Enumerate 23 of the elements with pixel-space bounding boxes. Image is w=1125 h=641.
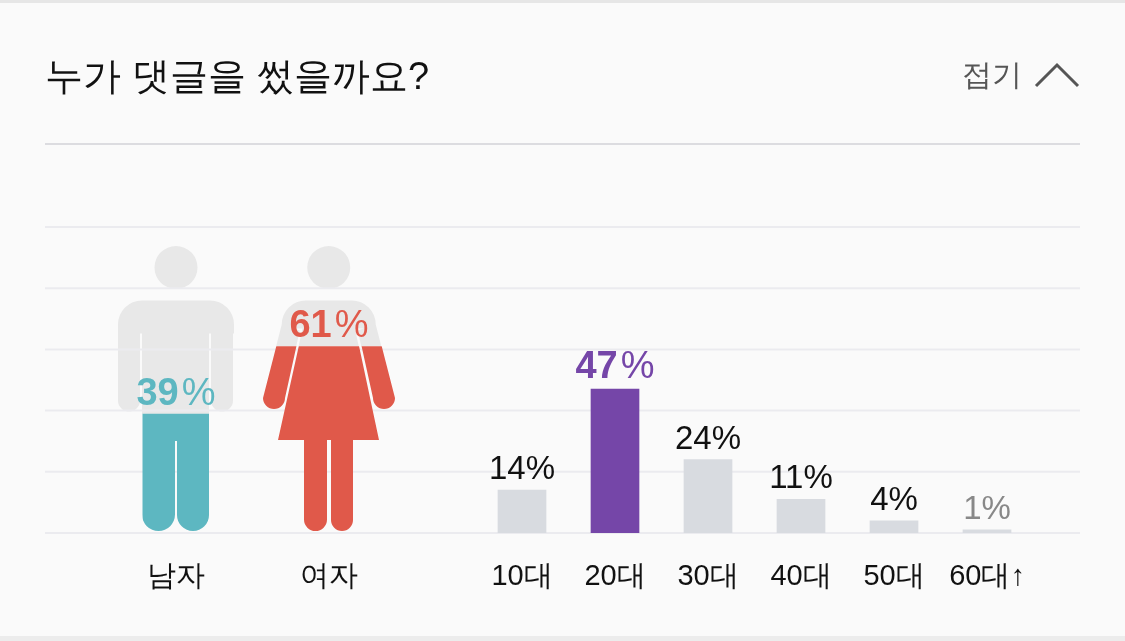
x-tick-label: 20대 (584, 559, 646, 592)
data-label: 24% (674, 418, 742, 456)
data-label: 39% (136, 370, 216, 413)
data-label: 14% (488, 449, 556, 487)
bar (590, 388, 640, 533)
x-tick-label: 60대↑ (949, 559, 1025, 592)
x-tick-label: 여자 (300, 559, 358, 592)
x-tick-label: 10대 (491, 559, 553, 592)
data-label: 4% (870, 479, 918, 517)
text: 접기 (962, 57, 1022, 93)
bar (497, 489, 547, 533)
bar (869, 520, 919, 533)
bar (776, 499, 826, 533)
x-tick-label: 30대 (677, 559, 739, 592)
x-tick-label: 50대 (863, 559, 925, 592)
x-tick-label: 남자 (147, 559, 205, 592)
data-label: 11% (769, 458, 833, 496)
chart-title: 누가 댓글을 썼을까요? (45, 54, 430, 99)
data-label: 47% (575, 344, 655, 387)
data-label: 61% (289, 303, 369, 346)
bar (683, 459, 733, 533)
data-label: 1% (963, 488, 1011, 526)
x-tick-label: 40대 (770, 559, 832, 592)
